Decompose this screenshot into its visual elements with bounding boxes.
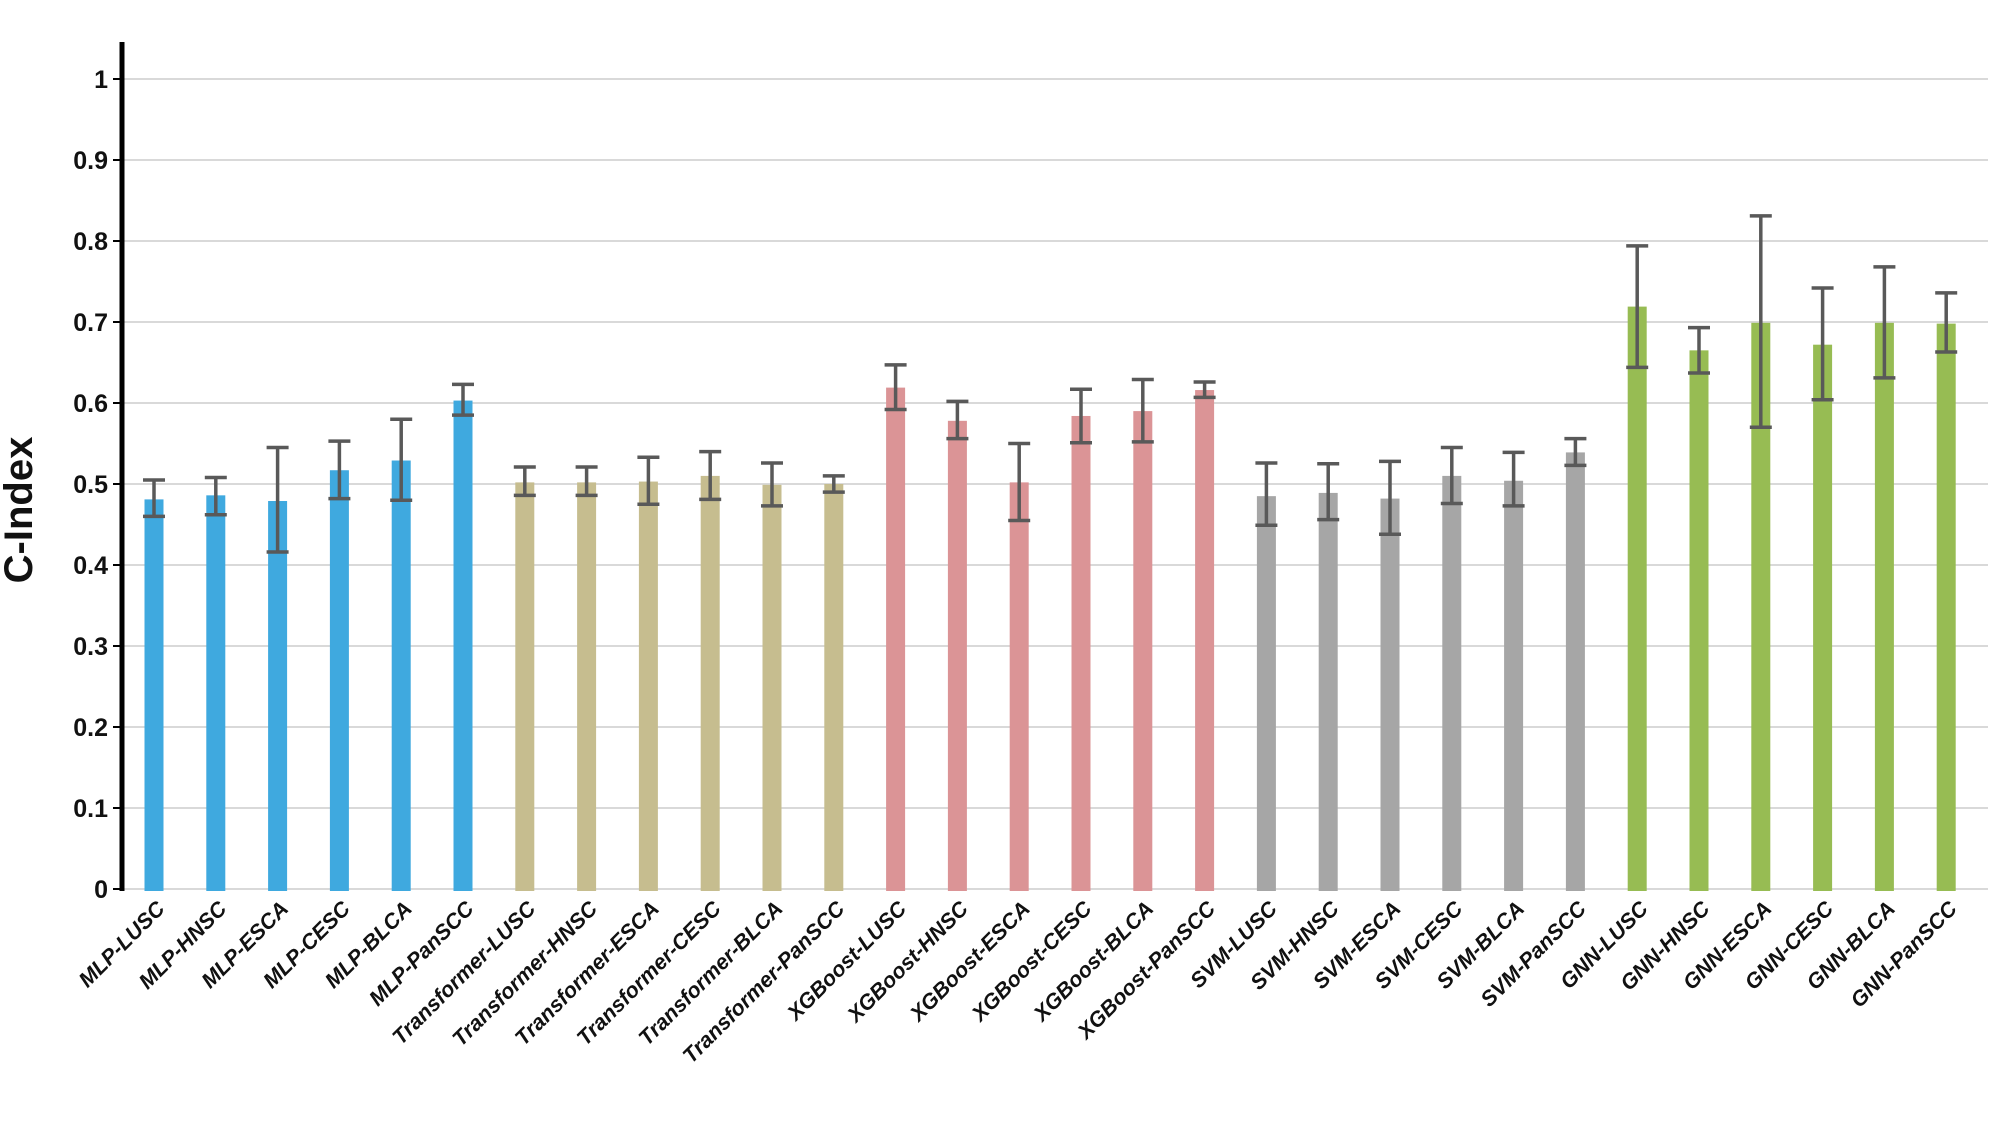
y-tick-label: 0.6 bbox=[73, 390, 108, 418]
bar-SVM-PanSCC bbox=[1565, 452, 1585, 891]
bar-Transformer-ESCA bbox=[638, 481, 658, 891]
bar-XGBoost-HNSC bbox=[947, 420, 967, 891]
y-tick-label: 0.3 bbox=[73, 633, 108, 661]
bar-GNN-LUSC bbox=[1627, 306, 1647, 891]
bar-MLP-ESCA bbox=[268, 501, 288, 891]
bar-SVM-BLCA bbox=[1504, 480, 1524, 891]
y-tick-label: 0.9 bbox=[73, 147, 108, 175]
y-axis-title: C-Index bbox=[0, 437, 41, 584]
bar-MLP-HNSC bbox=[206, 495, 226, 891]
bar-XGBoost-LUSC bbox=[886, 387, 906, 891]
bar-XGBoost-CESC bbox=[1071, 415, 1091, 891]
bar-SVM-ESCA bbox=[1380, 498, 1400, 891]
y-tick-label: 0.4 bbox=[73, 552, 108, 580]
bar-GNN-PanSCC bbox=[1936, 323, 1956, 891]
y-tick-label: 0.5 bbox=[73, 471, 108, 499]
bar-SVM-HNSC bbox=[1318, 492, 1338, 891]
bar-SVM-LUSC bbox=[1256, 496, 1276, 891]
y-tick-label: 0 bbox=[94, 876, 108, 904]
bar-Transformer-LUSC bbox=[515, 482, 535, 891]
bar-MLP-CESC bbox=[329, 470, 349, 891]
bar-GNN-CESC bbox=[1813, 344, 1833, 891]
y-tick-label: 0.2 bbox=[73, 714, 108, 742]
y-tick-label: 1 bbox=[94, 66, 108, 94]
bar-MLP-LUSC bbox=[144, 499, 164, 891]
bar-XGBoost-BLCA bbox=[1133, 411, 1153, 891]
x-category-label-GNN-PanSCC: GNN-PanSCC bbox=[1846, 896, 1962, 1012]
x-category-label-SVM-PanSCC: SVM-PanSCC bbox=[1476, 896, 1591, 1011]
bar-Transformer-CESC bbox=[700, 475, 720, 891]
bar-MLP-BLCA bbox=[391, 460, 411, 891]
y-tick-label: 0.8 bbox=[73, 228, 108, 256]
bar-Transformer-BLCA bbox=[762, 484, 782, 891]
bar-Transformer-HNSC bbox=[577, 482, 597, 891]
bar-GNN-HNSC bbox=[1689, 350, 1709, 892]
bar-XGBoost-ESCA bbox=[1009, 482, 1029, 891]
bar-GNN-BLCA bbox=[1874, 322, 1894, 891]
bar-SVM-CESC bbox=[1442, 475, 1462, 891]
y-tick-label: 0.1 bbox=[73, 795, 108, 823]
bar-MLP-PanSCC bbox=[453, 400, 473, 891]
bar-XGBoost-PanSCC bbox=[1195, 390, 1215, 891]
bar-GNN-ESCA bbox=[1751, 322, 1771, 891]
y-tick-label: 0.7 bbox=[73, 309, 108, 337]
bar-Transformer-PanSCC bbox=[824, 484, 844, 891]
